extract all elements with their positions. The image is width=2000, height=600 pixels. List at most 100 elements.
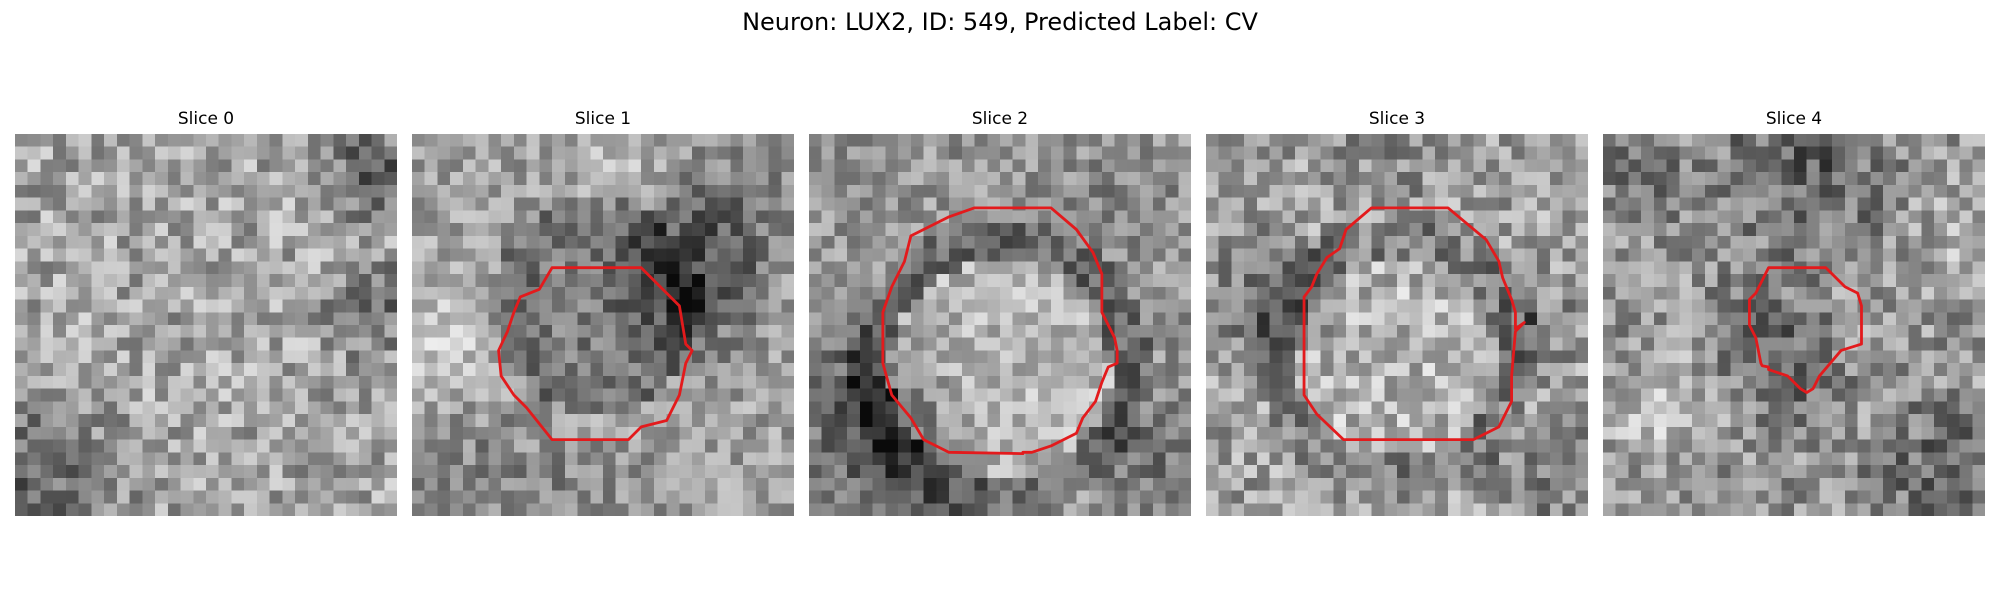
image-pixel <box>424 312 438 326</box>
image-pixel <box>1870 414 1884 428</box>
image-pixel <box>936 197 950 211</box>
image-pixel <box>1269 401 1283 415</box>
image-pixel <box>1307 223 1321 237</box>
image-pixel <box>231 299 245 313</box>
image-pixel <box>704 248 718 262</box>
image-pixel <box>180 503 194 516</box>
image-pixel <box>1641 452 1655 466</box>
image-pixel <box>1127 426 1141 440</box>
image-pixel <box>781 235 794 249</box>
image-pixel <box>1730 184 1744 198</box>
image-pixel <box>821 465 835 479</box>
image-pixel <box>847 414 861 428</box>
image-pixel <box>371 286 385 300</box>
image-pixel <box>936 172 950 186</box>
image-pixel <box>1781 274 1795 288</box>
image-pixel <box>1422 134 1436 147</box>
image-pixel <box>1165 325 1179 338</box>
image-pixel <box>78 477 92 491</box>
image-pixel <box>809 490 822 504</box>
image-pixel <box>1666 363 1680 377</box>
image-pixel <box>821 401 835 415</box>
image-pixel <box>307 477 321 491</box>
image-pixel <box>1628 401 1642 415</box>
image-pixel <box>552 439 566 453</box>
image-pixel <box>475 388 489 402</box>
image-pixel <box>961 490 975 504</box>
image-pixel <box>412 414 425 428</box>
image-pixel <box>628 197 642 211</box>
image-pixel <box>1844 197 1858 211</box>
image-pixel <box>1371 184 1385 198</box>
image-pixel <box>1768 401 1782 415</box>
image-pixel <box>1908 439 1922 453</box>
image-pixel <box>949 146 963 160</box>
image-pixel <box>231 223 245 237</box>
image-pixel <box>1908 490 1922 504</box>
image-pixel <box>821 490 835 504</box>
image-pixel <box>155 426 169 440</box>
image-pixel <box>666 350 680 364</box>
image-pixel <box>1089 159 1103 173</box>
image-pixel <box>1101 312 1115 326</box>
image-pixel <box>1127 146 1141 160</box>
image-pixel <box>346 375 360 389</box>
image-pixel <box>1628 465 1642 479</box>
image-pixel <box>346 439 360 453</box>
image-pixel <box>1333 490 1347 504</box>
image-pixel <box>666 452 680 466</box>
image-pixel <box>704 375 718 389</box>
image-pixel <box>809 146 822 160</box>
image-pixel <box>949 261 963 275</box>
image-pixel <box>1730 235 1744 249</box>
image-pixel <box>1908 465 1922 479</box>
image-pixel <box>1857 197 1871 211</box>
image-pixel <box>1641 146 1655 160</box>
image-pixel <box>1000 159 1013 173</box>
image-pixel <box>1231 223 1245 237</box>
image-pixel <box>1730 363 1744 377</box>
image-pixel <box>346 414 360 428</box>
image-pixel <box>104 363 118 377</box>
image-pixel <box>437 286 451 300</box>
image-pixel <box>53 503 67 516</box>
image-pixel <box>653 452 667 466</box>
image-pixel <box>526 184 540 198</box>
image-pixel <box>1895 286 1909 300</box>
image-pixel <box>666 172 680 186</box>
image-pixel <box>129 363 143 377</box>
image-pixel <box>1320 248 1334 262</box>
image-pixel <box>412 375 425 389</box>
image-pixel <box>577 337 591 351</box>
image-pixel <box>949 223 963 237</box>
image-pixel <box>755 477 769 491</box>
image-pixel <box>78 439 92 453</box>
image-pixel <box>692 465 706 479</box>
image-pixel <box>1819 490 1833 504</box>
image-pixel <box>1127 197 1141 211</box>
image-pixel <box>859 439 873 453</box>
image-pixel <box>437 414 451 428</box>
image-pixel <box>1717 503 1731 516</box>
image-pixel <box>1844 401 1858 415</box>
image-pixel <box>1063 452 1077 466</box>
image-pixel <box>1768 439 1782 453</box>
image-pixel <box>1244 337 1258 351</box>
image-pixel <box>974 261 988 275</box>
image-pixel <box>872 490 886 504</box>
image-pixel <box>1025 503 1039 516</box>
image-pixel <box>412 325 425 338</box>
image-pixel <box>1000 261 1013 275</box>
image-pixel <box>1000 477 1013 491</box>
image-pixel <box>755 146 769 160</box>
image-pixel <box>1409 325 1423 338</box>
segmentation-contour <box>497 266 694 442</box>
image-pixel <box>1934 184 1948 198</box>
image-pixel <box>488 477 502 491</box>
image-pixel <box>1486 452 1500 466</box>
image-pixel <box>1409 286 1423 300</box>
image-pixel <box>1768 286 1782 300</box>
image-pixel <box>641 337 655 351</box>
image-pixel <box>1038 414 1052 428</box>
image-pixel <box>320 426 334 440</box>
